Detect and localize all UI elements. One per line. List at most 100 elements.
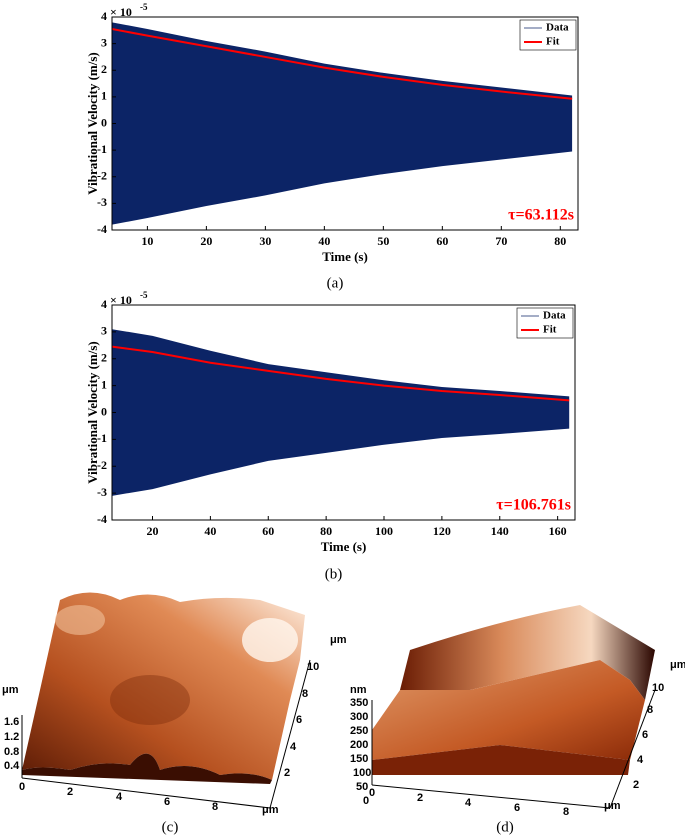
- legend-label: Fit: [546, 36, 560, 48]
- x-tick-label: 40: [204, 524, 216, 538]
- y-tick-label: 4: [637, 754, 644, 766]
- data-envelope: [112, 329, 570, 413]
- x-tick-label: 4: [465, 797, 472, 809]
- y-tick-label: 0: [101, 404, 107, 418]
- y-unit: μm: [670, 659, 685, 671]
- x-tick-label: 100: [375, 524, 393, 538]
- x-tick-label: 20: [200, 234, 212, 248]
- fit-line: [111, 345, 570, 402]
- x-tick-label: 160: [549, 524, 567, 538]
- y-tick-label: 2: [101, 351, 107, 365]
- x-tick-label: 80: [320, 524, 332, 538]
- y-tick-label: 2: [633, 779, 639, 791]
- afm-surface-c: [21, 592, 311, 809]
- y-tick-label: 2: [284, 767, 290, 779]
- y-tick-label: 0: [101, 115, 107, 129]
- z-tick-label: 1.2: [4, 731, 19, 743]
- data-envelope: [112, 22, 573, 124]
- data-envelope: [112, 123, 573, 225]
- z-tick-label: 1.6: [4, 716, 19, 728]
- afm-surface-d: [371, 605, 656, 809]
- y-tick-label: -3: [97, 485, 107, 499]
- y-tick-label: -1: [97, 431, 107, 445]
- x-tick-label: 120: [433, 524, 451, 538]
- x-tick-label: 60: [436, 234, 448, 248]
- x-tick-label: 8: [212, 801, 218, 813]
- x-tick-label: 80: [554, 234, 566, 248]
- legend-box: [516, 307, 574, 339]
- legend-box: [519, 19, 577, 51]
- caption: (b): [325, 566, 343, 582]
- x-tick-label: 10: [141, 234, 153, 248]
- x-tick-label: 70: [495, 234, 507, 248]
- x-tick-label: 30: [259, 234, 271, 248]
- legend-label: Fit: [543, 324, 557, 336]
- z-tick-label: 350: [350, 697, 368, 709]
- caption: (c): [162, 819, 179, 835]
- y-tick-label: 4: [290, 741, 297, 753]
- y-unit: μm: [330, 634, 347, 646]
- y-axis-label: Vibrational Velocity (m/s): [85, 341, 100, 484]
- x-tick-label: 8: [563, 806, 569, 818]
- y-multiplier-exp: -5: [140, 290, 148, 300]
- z-unit: nm: [350, 684, 367, 696]
- y-tick-label: -3: [97, 195, 107, 209]
- y-tick-label: 1: [101, 377, 107, 391]
- y-multiplier-exp: -5: [140, 2, 148, 12]
- x-tick-label: 50: [377, 234, 389, 248]
- x-tick-label: 6: [514, 802, 520, 814]
- y-multiplier: × 10: [110, 293, 132, 307]
- y-tick-label: 1: [101, 89, 107, 103]
- annotation: τ=63.112s: [508, 207, 574, 224]
- x-tick-label: 2: [417, 792, 423, 804]
- y-tick-label: 8: [302, 688, 308, 700]
- y-tick-label: 2: [101, 62, 107, 76]
- y-tick-label: 6: [642, 729, 648, 741]
- y-tick-label: 10: [307, 661, 319, 673]
- legend-label: Data: [543, 310, 566, 322]
- z-tick-label: 0.4: [4, 760, 20, 772]
- x-axis-label: Time (s): [322, 249, 368, 264]
- y-axis-label: Vibrational Velocity (m/s): [85, 52, 100, 195]
- y-tick-label: 4: [101, 9, 107, 23]
- y-tick-label: 3: [101, 324, 107, 338]
- x-tick-label: 20: [147, 524, 159, 538]
- z-tick-label: 150: [350, 753, 368, 765]
- fit-line: [111, 27, 573, 100]
- y-tick-label: -4: [97, 512, 107, 526]
- z-tick-label: 250: [350, 725, 368, 737]
- y-tick-label: 8: [647, 704, 653, 716]
- x-tick-label: 40: [318, 234, 330, 248]
- x-tick-label: 0: [369, 787, 375, 799]
- z-tick-label: 0.8: [4, 746, 19, 758]
- z-tick-label: 300: [350, 711, 368, 723]
- caption: (a): [327, 275, 344, 291]
- x-tick-label: 6: [164, 796, 170, 808]
- x-tick-label: 2: [67, 786, 73, 798]
- x-tick-label: 140: [491, 524, 509, 538]
- caption: (d): [496, 819, 514, 835]
- x-axis-label: Time (s): [321, 539, 367, 554]
- z-tick-label: 200: [350, 739, 368, 751]
- annotation: τ=106.761s: [496, 497, 571, 514]
- x-unit: μm: [262, 804, 279, 816]
- x-tick-label: 0: [19, 781, 25, 793]
- y-tick-label: 6: [296, 714, 302, 726]
- x-unit: μm: [604, 800, 621, 812]
- z-tick-label: 100: [353, 767, 371, 779]
- y-multiplier: × 10: [110, 5, 132, 19]
- y-tick-label: -1: [97, 142, 107, 156]
- z-tick-label: 0: [363, 795, 369, 807]
- y-tick-label: -2: [97, 458, 107, 472]
- x-tick-label: 4: [116, 791, 123, 803]
- y-tick-label: 3: [101, 35, 107, 49]
- y-tick-label: -2: [97, 169, 107, 183]
- z-unit: μm: [2, 684, 19, 696]
- legend-label: Data: [546, 22, 569, 34]
- x-tick-label: 60: [262, 524, 274, 538]
- y-tick-label: 10: [652, 682, 664, 694]
- z-tick-label: 50: [356, 781, 368, 793]
- y-tick-label: 4: [101, 297, 107, 311]
- y-tick-label: -4: [97, 222, 107, 236]
